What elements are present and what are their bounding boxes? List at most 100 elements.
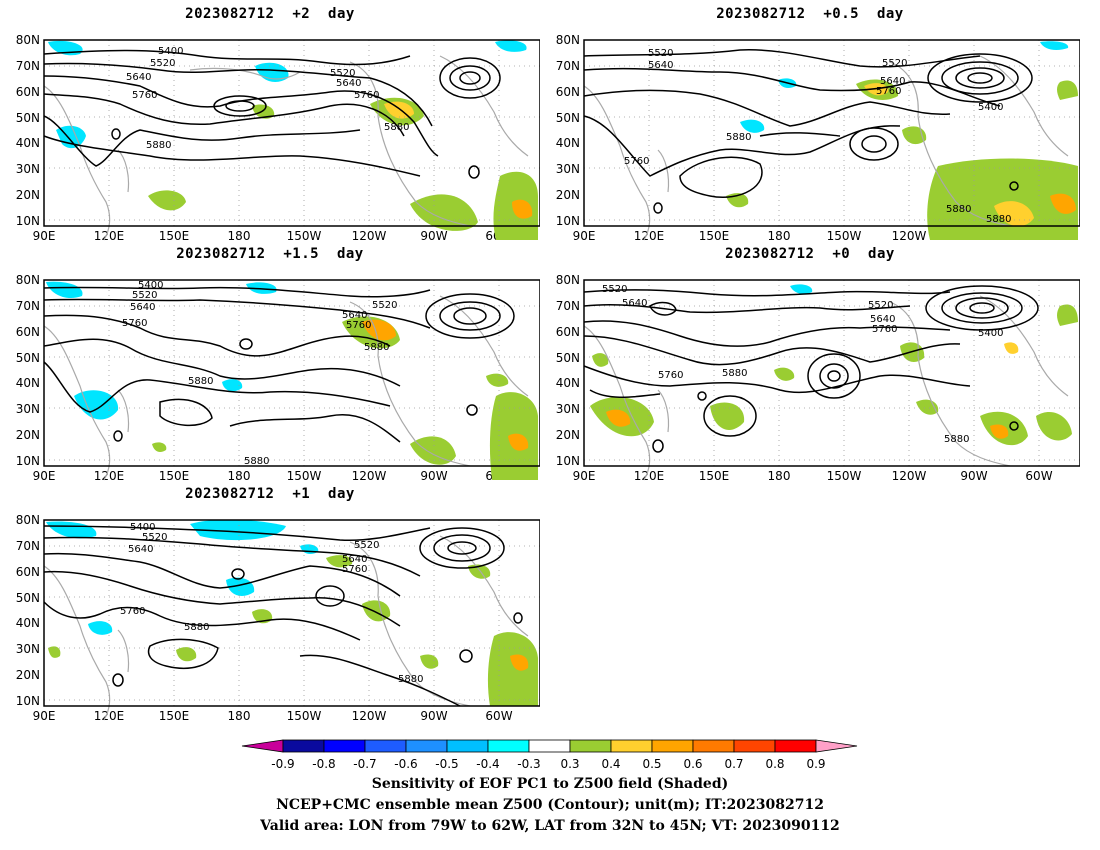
contour-closed	[969, 302, 995, 314]
contour-label: 5520	[354, 540, 379, 551]
lon-label: 60W	[1025, 469, 1052, 483]
lat-label: 70N	[16, 299, 40, 313]
lat-label: 40N	[556, 376, 580, 390]
lon-label: 120E	[634, 469, 665, 483]
panel-title: 2023082712 +0 day	[725, 246, 895, 262]
lat-label: 20N	[16, 188, 40, 202]
lon-label: 180	[228, 709, 251, 723]
sensitivity-shading	[46, 281, 538, 480]
positive-shade	[48, 646, 61, 658]
lat-label: 60N	[16, 565, 40, 579]
lat-label: 50N	[16, 591, 40, 605]
panel-plus-2-day: 2023082712 +2 day 80N 70N 60N 50N 40N 30…	[0, 6, 540, 246]
lat-label: 70N	[556, 299, 580, 313]
contour-label: 5880	[184, 622, 209, 633]
lon-label: 180	[768, 469, 791, 483]
lat-label: 50N	[16, 351, 40, 365]
positive-shade	[152, 442, 167, 452]
positive-shade	[410, 194, 478, 231]
panel-plus-0-day: 2023082712 +0 day 80N 70N 60N 50N 40N 30…	[540, 246, 1080, 486]
map-panel-svg: 80N 70N 60N 50N 40N 30N 20N 10N 90E 120E…	[16, 513, 540, 723]
lon-label: 120W	[352, 229, 387, 243]
lon-label: 180	[228, 229, 251, 243]
map-frame	[43, 519, 540, 707]
map-frame	[43, 279, 540, 467]
coastline	[583, 325, 651, 481]
contour-label: 5640	[130, 302, 155, 313]
coastline	[439, 535, 529, 637]
contour-closed	[466, 404, 478, 416]
contour-line	[583, 115, 901, 177]
contour-line	[583, 89, 951, 127]
lon-label: 120W	[352, 469, 387, 483]
contour-label: 5640	[342, 554, 367, 565]
contour-label: 5760	[876, 86, 901, 97]
colorbar-box	[610, 739, 653, 753]
coastline	[43, 85, 111, 241]
positive-shade	[592, 353, 609, 367]
z500-contours	[43, 525, 523, 707]
coastline	[349, 61, 471, 227]
contour-closed	[941, 292, 1023, 324]
map-frame	[43, 39, 540, 227]
colorbar-box	[405, 739, 448, 753]
map-frame	[583, 279, 1080, 467]
contour-closed	[459, 649, 473, 663]
coastlines	[43, 295, 529, 481]
colorbar-label: 0.8	[765, 757, 784, 771]
contour-line	[583, 303, 911, 314]
z500-contours	[43, 49, 501, 179]
panel-plus-1.5-day: 2023082712 +1.5 day 80N 70N 60N 50N 40N …	[0, 246, 540, 486]
lat-label: 40N	[556, 136, 580, 150]
lat-label: 80N	[556, 33, 580, 47]
contour-closed	[468, 165, 480, 179]
coastline	[979, 55, 1069, 157]
colorbar-box	[651, 739, 694, 753]
colorbar-label: -0.5	[435, 757, 458, 771]
contour-label: 5880	[188, 376, 213, 387]
contour-label: 5640	[870, 314, 895, 325]
panel-title: 2023082712 +1.5 day	[176, 246, 364, 262]
contour-line	[679, 156, 763, 198]
lat-label: 70N	[16, 59, 40, 73]
contour-label: 5640	[336, 78, 361, 89]
colorbar-svg: -0.9 -0.8 -0.7 -0.6 -0.5 -0.4 -0.3 0.3 0…	[241, 739, 858, 771]
lon-label: 150E	[699, 469, 730, 483]
contour-line	[43, 338, 401, 387]
contour-label: 5880	[244, 456, 269, 467]
contour-label: 5520	[372, 300, 397, 311]
negative-shade	[495, 40, 527, 52]
lon-labels: 90E 120E 150E 180 150W 120W 90W 60W	[33, 229, 513, 243]
contour-closed	[433, 534, 491, 562]
lat-labels: 80N 70N 60N 50N 40N 30N 20N 10N	[556, 33, 580, 228]
positive-shade	[176, 647, 197, 662]
lon-label: 180	[228, 469, 251, 483]
contour-closed	[419, 527, 505, 569]
contour-label: 5760	[342, 564, 367, 575]
contour-labels: 5400 5520 5640 5520 5640 5760 5760 5880 …	[120, 522, 423, 685]
lon-label: 90E	[573, 469, 596, 483]
contour-line	[43, 552, 401, 597]
negative-shade	[790, 284, 813, 294]
contour-line	[43, 525, 431, 542]
contour-line	[159, 398, 213, 427]
negative-shade	[222, 379, 243, 392]
caption-line-2: NCEP+CMC ensemble mean Z500 (Contour); u…	[276, 797, 824, 813]
contour-labels: 5520 5640 5520 5640 5760 5400 5760 5880 …	[602, 284, 1003, 445]
contour-closed	[513, 612, 523, 624]
lat-label: 40N	[16, 376, 40, 390]
lon-label: 150W	[827, 229, 862, 243]
contour-label: 5400	[130, 522, 155, 533]
contour-line	[583, 365, 971, 394]
contour-label: 5760	[354, 90, 379, 101]
negative-shade	[226, 577, 255, 596]
colorbar-max-arrow	[815, 739, 858, 753]
positive-shade	[420, 654, 439, 669]
colorbar-label: 0.7	[724, 757, 743, 771]
negative-shade	[46, 521, 97, 539]
contour-closed	[925, 285, 1039, 331]
lon-label: 90W	[960, 469, 987, 483]
lon-label: 90E	[33, 469, 56, 483]
contour-closed	[239, 338, 253, 350]
positive-shade	[774, 367, 795, 381]
